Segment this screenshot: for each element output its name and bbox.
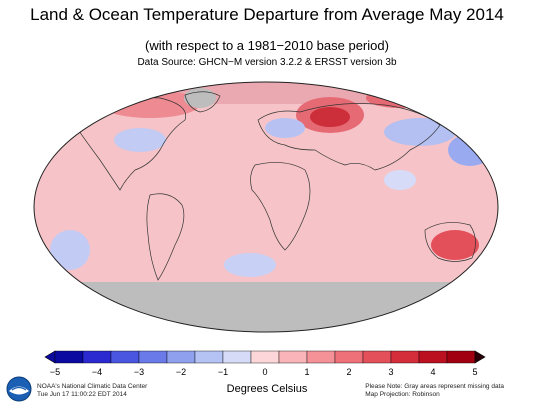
projection-note: Map Projection: Robinson xyxy=(365,391,440,398)
hot-core-asia xyxy=(310,107,350,127)
cool-anomaly-south-atlantic xyxy=(224,253,276,277)
colorbar-tick-label: −3 xyxy=(133,367,145,377)
colorbar-cell xyxy=(138,350,168,364)
footer-org-name: NOAA's National Climatic Data Center xyxy=(37,383,148,390)
colorbar-tick-label: −4 xyxy=(91,367,103,377)
colorbar-right-arrow xyxy=(474,350,486,364)
footer-timestamp: Tue Jun 17 11:00:22 EDT 2014 xyxy=(37,391,127,398)
australia-outline xyxy=(424,222,476,262)
warm-anomaly-australia xyxy=(431,230,479,260)
colorbar-tick-label: 4 xyxy=(430,367,436,377)
colorbar-cell xyxy=(306,350,336,364)
colorbar-cell xyxy=(250,350,280,364)
colorbar-tick-label: 5 xyxy=(472,367,478,377)
cool-anomaly-us xyxy=(114,128,166,152)
colorbar-tick-label: 2 xyxy=(346,367,352,377)
eurasia-outline xyxy=(257,103,441,171)
greenland-outline xyxy=(184,91,221,113)
colorbar-tick-label: −5 xyxy=(49,367,61,377)
missing-data-note: Please Note: Gray areas represent missin… xyxy=(365,383,504,390)
colorbar-cell xyxy=(278,350,308,364)
cool-anomaly-east-asia xyxy=(384,118,456,146)
footer-note: Please Note: Gray areas represent missin… xyxy=(365,383,504,399)
colorbar-cell xyxy=(54,350,84,364)
colorbar-left-arrow xyxy=(44,350,56,364)
colorbar-tick-label: −1 xyxy=(217,367,229,377)
data-source: Data Source: GHCN−M version 3.2.2 & ERSS… xyxy=(137,57,397,68)
colorbar-cell xyxy=(362,350,392,364)
cool-anomaly-west-pacific xyxy=(384,170,416,190)
colorbar-cell xyxy=(166,350,196,364)
colorbar-cell xyxy=(110,350,140,364)
globe-outline xyxy=(33,81,499,333)
colorbar-cell xyxy=(82,350,112,364)
noaa-logo-icon xyxy=(6,376,32,402)
units-label: Degrees Celsius xyxy=(226,383,308,395)
colorbar-cell xyxy=(390,350,420,364)
africa-outline xyxy=(250,162,311,251)
continent-outlines xyxy=(74,91,476,281)
colorbar-cell xyxy=(418,350,448,364)
colorbar-tick-label: 1 xyxy=(304,367,310,377)
south-america-outline xyxy=(146,193,185,281)
map-subtitle: (with respect to a 1981−2010 base period… xyxy=(145,38,389,53)
cool-anomaly-south-pacific xyxy=(50,230,90,270)
north-america-outline xyxy=(74,97,187,191)
colorbar-cell xyxy=(222,350,252,364)
cool-anomaly-europe xyxy=(265,118,305,138)
map-title: Land & Ocean Temperature Departure from … xyxy=(30,5,504,24)
footer-organization: NOAA's National Climatic Data Center Tue… xyxy=(37,383,147,399)
colorbar-tick-label: −2 xyxy=(175,367,187,377)
colorbar-cell xyxy=(334,350,364,364)
colorbar-cell xyxy=(446,350,476,364)
colorbar-tick-label: 0 xyxy=(262,367,268,377)
colorbar-tick-label: 3 xyxy=(388,367,394,377)
colorbar-cell xyxy=(194,350,224,364)
